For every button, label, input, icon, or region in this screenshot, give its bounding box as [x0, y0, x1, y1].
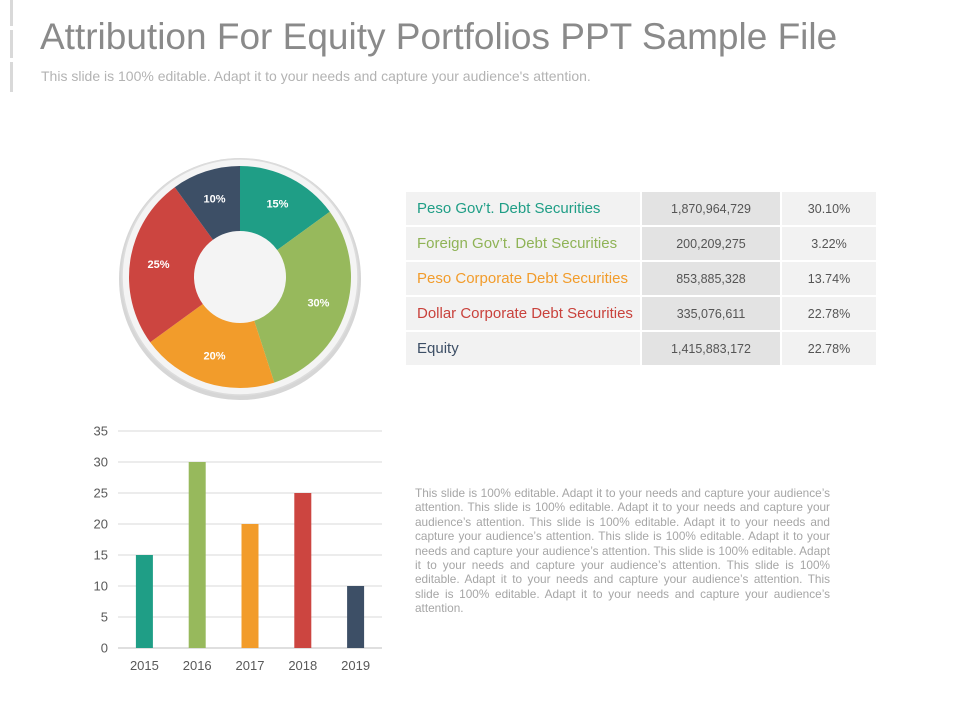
- donut-slice-label: 20%: [203, 350, 225, 362]
- bar: [135, 555, 153, 648]
- security-value: 853,885,328: [642, 262, 780, 295]
- security-value: 200,209,275: [642, 227, 780, 260]
- securities-table: Peso Gov’t. Debt Securities 1,870,964,72…: [406, 192, 876, 367]
- table-row: Equity 1,415,883,172 22.78%: [406, 332, 876, 365]
- table-row: Peso Corporate Debt Securities 853,885,3…: [406, 262, 876, 295]
- bar: [241, 524, 259, 648]
- y-tick-label: 15: [94, 548, 108, 563]
- bar: [294, 493, 312, 648]
- x-tick-label: 2017: [236, 658, 265, 673]
- y-tick-label: 0: [101, 641, 108, 656]
- donut-slice: [240, 166, 330, 250]
- table-row: Foreign Gov’t. Debt Securities 200,209,2…: [406, 227, 876, 260]
- bar: [347, 586, 365, 648]
- security-name: Equity: [406, 332, 640, 365]
- x-tick-label: 2019: [341, 658, 370, 673]
- page-title: Attribution For Equity Portfolios PPT Sa…: [40, 16, 838, 57]
- donut-slice: [150, 304, 275, 388]
- y-tick-label: 20: [94, 517, 108, 532]
- donut-slice: [129, 187, 213, 343]
- security-value: 335,076,611: [642, 297, 780, 330]
- x-tick-label: 2015: [130, 658, 159, 673]
- x-tick-label: 2018: [288, 658, 317, 673]
- security-value: 1,870,964,729: [642, 192, 780, 225]
- security-name: Peso Corporate Debt Securities: [406, 262, 640, 295]
- donut-slice-label: 30%: [307, 297, 329, 309]
- donut-slice: [174, 166, 240, 240]
- security-percent: 3.22%: [782, 227, 876, 260]
- donut-slice: [254, 211, 351, 383]
- table-row: Dollar Corporate Debt Securities 335,076…: [406, 297, 876, 330]
- y-tick-label: 25: [94, 486, 108, 501]
- table-row: Peso Gov’t. Debt Securities 1,870,964,72…: [406, 192, 876, 225]
- security-name: Peso Gov’t. Debt Securities: [406, 192, 640, 225]
- donut-slice-label: 10%: [203, 194, 225, 206]
- security-name: Dollar Corporate Debt Securities: [406, 297, 640, 330]
- page-subtitle: This slide is 100% editable. Adapt it to…: [41, 68, 591, 84]
- bar: [188, 462, 206, 648]
- donut-slice-label: 15%: [266, 198, 288, 210]
- donut-slice-label: 25%: [148, 259, 170, 271]
- y-tick-label: 5: [101, 610, 108, 625]
- y-tick-label: 10: [94, 579, 108, 594]
- security-percent: 30.10%: [782, 192, 876, 225]
- y-tick-label: 30: [94, 455, 108, 470]
- x-tick-label: 2016: [183, 658, 212, 673]
- security-value: 1,415,883,172: [642, 332, 780, 365]
- security-percent: 13.74%: [782, 262, 876, 295]
- security-percent: 22.78%: [782, 332, 876, 365]
- y-tick-label: 35: [94, 424, 108, 439]
- security-name: Foreign Gov’t. Debt Securities: [406, 227, 640, 260]
- security-percent: 22.78%: [782, 297, 876, 330]
- body-text: This slide is 100% editable. Adapt it to…: [415, 486, 830, 616]
